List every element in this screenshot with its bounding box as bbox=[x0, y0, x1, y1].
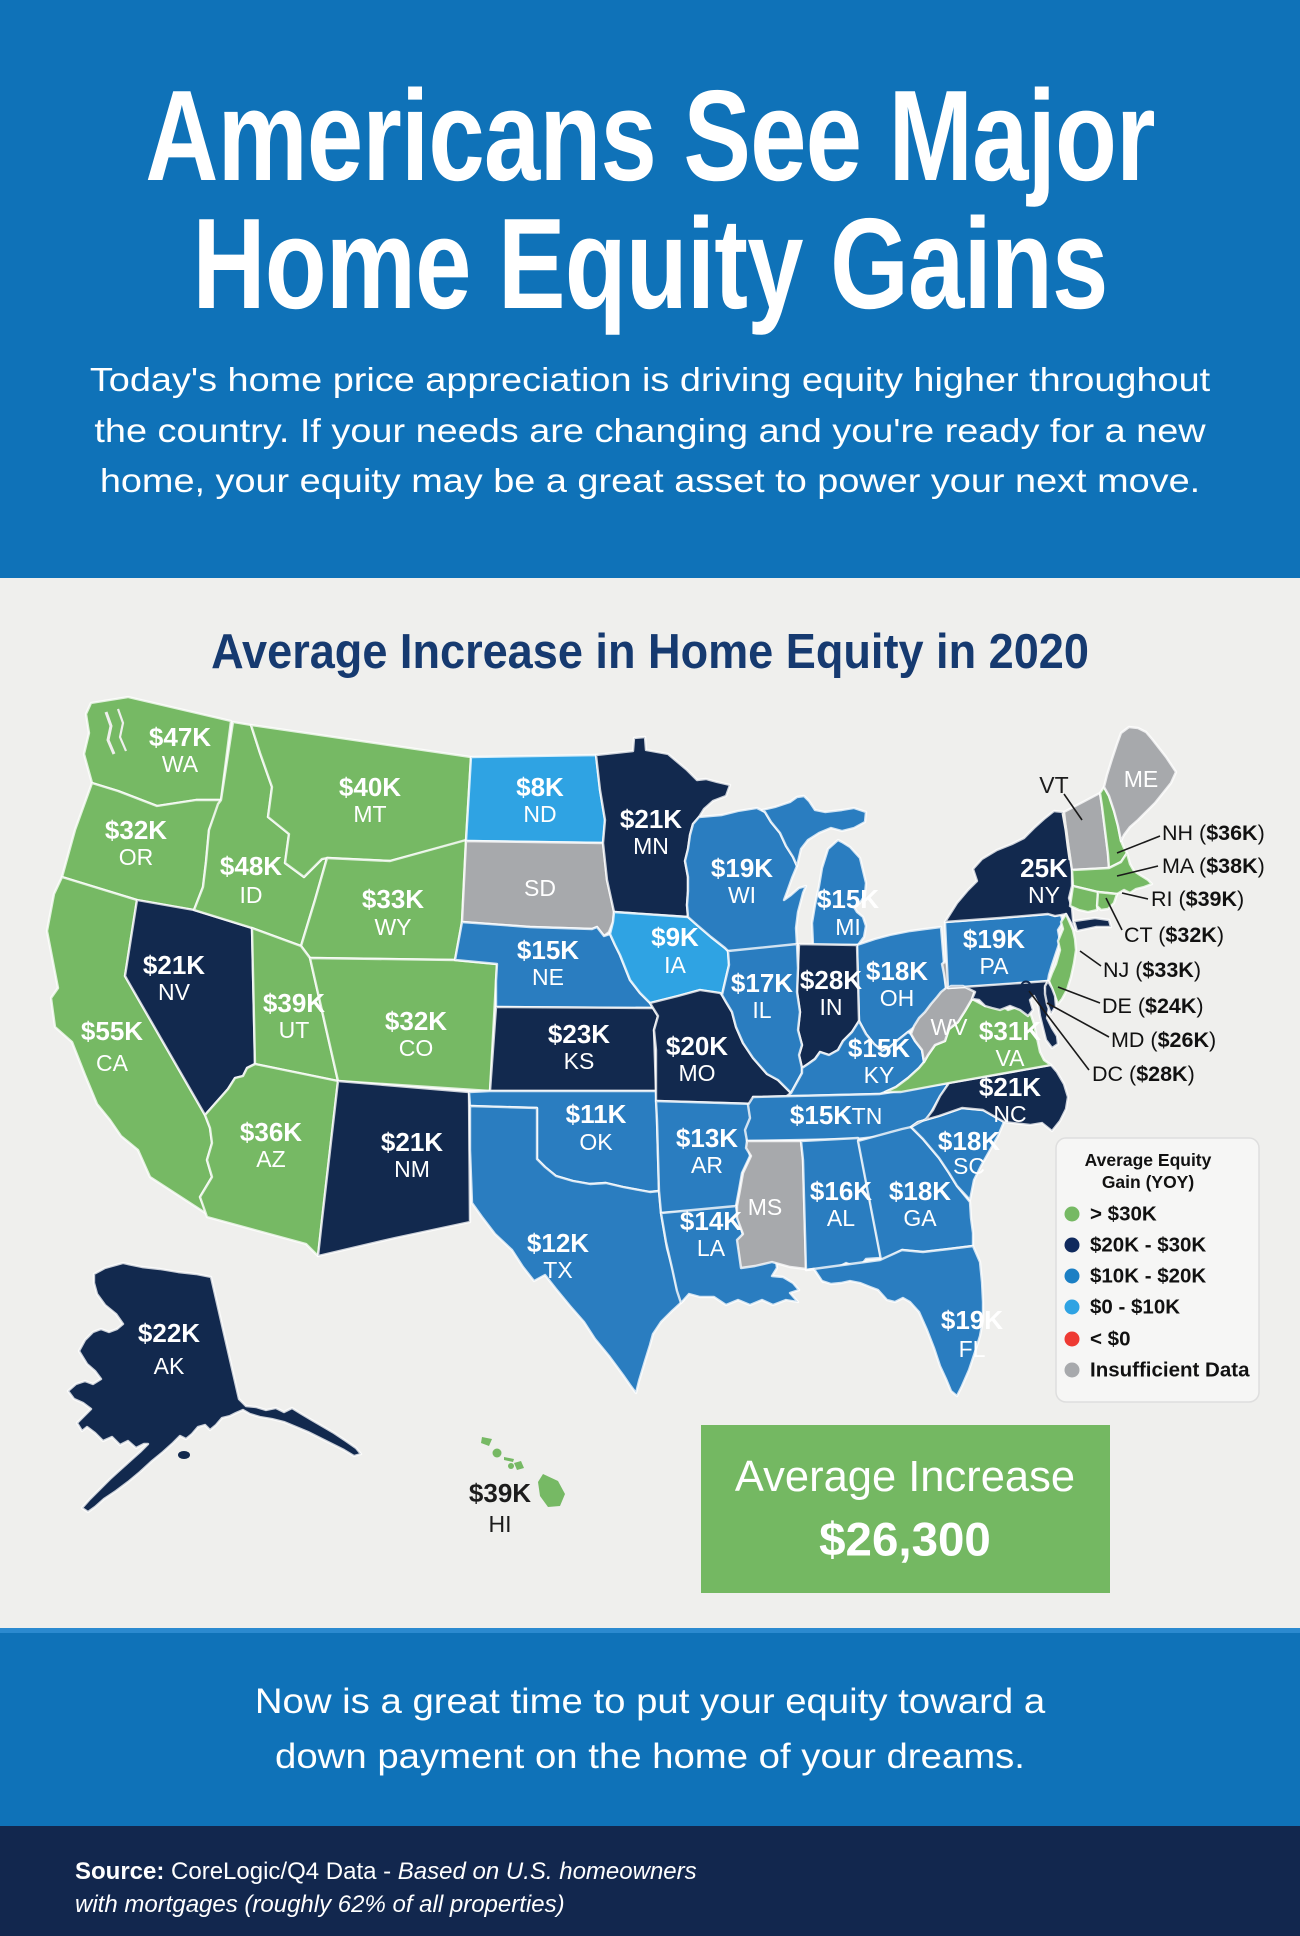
svg-text:$40K: $40K bbox=[339, 772, 401, 802]
svg-text:$18K: $18K bbox=[938, 1126, 1000, 1156]
svg-text:TN: TN bbox=[852, 1103, 883, 1129]
svg-text:WA: WA bbox=[162, 751, 199, 777]
svg-text:NC: NC bbox=[993, 1101, 1026, 1127]
svg-text:$13K: $13K bbox=[676, 1123, 738, 1153]
svg-text:$26,300: $26,300 bbox=[819, 1514, 991, 1567]
svg-text:ID: ID bbox=[240, 882, 263, 908]
svg-text:NH ($36K): NH ($36K) bbox=[1162, 821, 1265, 845]
svg-text:IL: IL bbox=[752, 997, 771, 1023]
svg-text:MN: MN bbox=[633, 833, 669, 859]
svg-text:$28K: $28K bbox=[800, 965, 862, 995]
svg-text:RI ($39K): RI ($39K) bbox=[1151, 887, 1244, 911]
svg-text:CO: CO bbox=[399, 1035, 434, 1061]
svg-text:$39K: $39K bbox=[469, 1478, 531, 1508]
svg-text:MD ($26K): MD ($26K) bbox=[1111, 1028, 1216, 1052]
svg-text:$12K: $12K bbox=[527, 1228, 589, 1258]
svg-text:$0 - $10K: $0 - $10K bbox=[1090, 1296, 1180, 1319]
svg-text:$23K: $23K bbox=[548, 1019, 610, 1049]
svg-text:$47K: $47K bbox=[149, 722, 211, 752]
svg-text:$22K: $22K bbox=[138, 1318, 200, 1348]
svg-text:ND: ND bbox=[523, 801, 556, 827]
svg-text:$39K: $39K bbox=[263, 988, 325, 1018]
svg-text:IN: IN bbox=[820, 994, 843, 1020]
svg-text:Average Increase: Average Increase bbox=[735, 1453, 1075, 1501]
svg-text:MT: MT bbox=[353, 801, 386, 827]
svg-text:$21K: $21K bbox=[381, 1127, 443, 1157]
svg-text:$18K: $18K bbox=[889, 1176, 951, 1206]
svg-text:CA: CA bbox=[96, 1050, 129, 1076]
svg-text:$19K: $19K bbox=[711, 853, 773, 883]
svg-text:AR: AR bbox=[691, 1152, 723, 1178]
svg-text:$20K: $20K bbox=[666, 1031, 728, 1061]
svg-text:UT: UT bbox=[279, 1017, 310, 1043]
svg-text:MA ($38K): MA ($38K) bbox=[1162, 854, 1265, 878]
svg-text:$17K: $17K bbox=[731, 968, 793, 998]
svg-text:NM: NM bbox=[394, 1156, 430, 1182]
svg-text:$11K: $11K bbox=[566, 1099, 627, 1129]
svg-text:$21K: $21K bbox=[620, 804, 682, 834]
svg-text:SD: SD bbox=[524, 875, 556, 901]
svg-text:$55K: $55K bbox=[81, 1016, 143, 1046]
svg-text:$21K: $21K bbox=[979, 1072, 1041, 1102]
svg-text:$32K: $32K bbox=[105, 815, 167, 845]
svg-text:DE ($24K): DE ($24K) bbox=[1102, 994, 1204, 1018]
svg-text:WY: WY bbox=[374, 914, 411, 940]
svg-text:WI: WI bbox=[728, 882, 756, 908]
svg-text:MO: MO bbox=[678, 1060, 715, 1086]
svg-text:$19K: $19K bbox=[963, 924, 1025, 954]
svg-text:VA: VA bbox=[996, 1045, 1026, 1071]
svg-text:Average Equity: Average Equity bbox=[1085, 1150, 1212, 1170]
svg-text:$31K: $31K bbox=[979, 1016, 1041, 1046]
svg-text:Gain (YOY): Gain (YOY) bbox=[1102, 1172, 1194, 1192]
svg-text:$15K: $15K bbox=[848, 1033, 910, 1063]
svg-text:TX: TX bbox=[543, 1257, 572, 1283]
svg-text:WV: WV bbox=[930, 1014, 968, 1040]
svg-text:SC: SC bbox=[953, 1153, 985, 1179]
svg-text:IA: IA bbox=[664, 952, 686, 978]
svg-text:VT: VT bbox=[1039, 772, 1068, 798]
svg-text:KS: KS bbox=[564, 1048, 595, 1074]
svg-text:$18K: $18K bbox=[866, 956, 928, 986]
svg-text:OR: OR bbox=[119, 844, 154, 870]
svg-text:$36K: $36K bbox=[240, 1117, 302, 1147]
svg-text:$10K - $20K: $10K - $20K bbox=[1090, 1265, 1206, 1288]
svg-text:$20K - $30K: $20K - $30K bbox=[1090, 1234, 1206, 1257]
svg-text:LA: LA bbox=[697, 1235, 726, 1261]
svg-text:$19K: $19K bbox=[941, 1305, 1003, 1335]
svg-text:OK: OK bbox=[579, 1129, 613, 1155]
svg-text:< $0: < $0 bbox=[1090, 1328, 1130, 1351]
svg-text:$14K: $14K bbox=[680, 1206, 742, 1236]
svg-text:MS: MS bbox=[748, 1194, 783, 1220]
svg-text:NJ ($33K): NJ ($33K) bbox=[1103, 958, 1201, 982]
svg-text:KY: KY bbox=[864, 1062, 895, 1088]
svg-text:PA: PA bbox=[980, 953, 1010, 979]
svg-text:FL: FL bbox=[959, 1336, 986, 1362]
svg-text:$9K: $9K bbox=[651, 922, 699, 952]
svg-text:$32K: $32K bbox=[385, 1006, 447, 1036]
svg-text:GA: GA bbox=[903, 1205, 937, 1231]
svg-text:NV: NV bbox=[158, 979, 191, 1005]
svg-text:OH: OH bbox=[880, 985, 915, 1011]
svg-text:$16K: $16K bbox=[810, 1176, 872, 1206]
svg-text:$48K: $48K bbox=[220, 851, 282, 881]
svg-text:DC ($28K): DC ($28K) bbox=[1092, 1062, 1195, 1086]
svg-text:Insufficient Data: Insufficient Data bbox=[1090, 1359, 1250, 1382]
svg-text:NY: NY bbox=[1028, 882, 1060, 908]
svg-text:AZ: AZ bbox=[256, 1146, 285, 1172]
svg-text:> $30K: > $30K bbox=[1090, 1203, 1157, 1226]
svg-text:$33K: $33K bbox=[362, 884, 424, 914]
svg-text:25K: 25K bbox=[1020, 853, 1068, 883]
svg-text:$15K: $15K bbox=[517, 935, 579, 965]
svg-text:AK: AK bbox=[154, 1353, 185, 1379]
svg-text:ME: ME bbox=[1124, 766, 1159, 792]
svg-text:CT ($32K): CT ($32K) bbox=[1124, 923, 1224, 947]
svg-text:$15K: $15K bbox=[817, 884, 879, 914]
svg-text:AL: AL bbox=[827, 1205, 855, 1231]
svg-text:$8K: $8K bbox=[516, 772, 564, 802]
svg-text:HI: HI bbox=[489, 1511, 512, 1537]
svg-text:MI: MI bbox=[835, 914, 861, 940]
svg-text:$15K: $15K bbox=[790, 1100, 852, 1130]
svg-text:$21K: $21K bbox=[143, 950, 205, 980]
svg-text:NE: NE bbox=[532, 964, 564, 990]
